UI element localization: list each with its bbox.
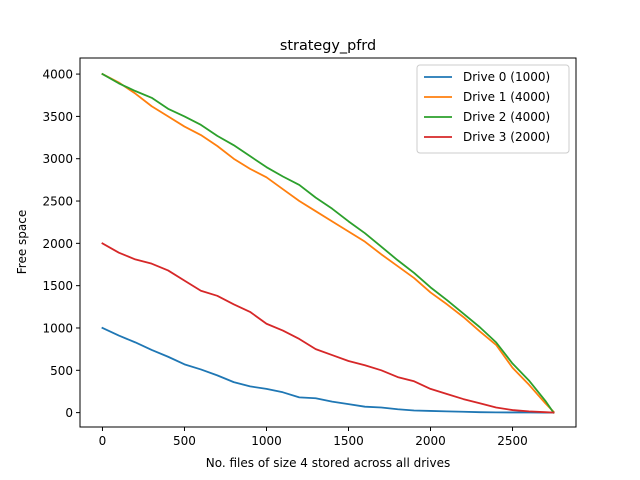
x-tick-label: 1000 <box>251 434 282 448</box>
x-axis-label: No. files of size 4 stored across all dr… <box>206 456 451 470</box>
y-axis: 0 500 1000 1500 2000 2500 3000 3500 4000 <box>42 68 80 420</box>
legend: Drive 0 (1000) Drive 1 (4000) Drive 2 (400… <box>416 64 570 154</box>
y-tick-label: 4000 <box>42 68 73 82</box>
y-axis-label: Free space <box>15 210 29 274</box>
plot-lines <box>101 72 555 414</box>
legend-label-drive-1: Drive 1 (4000) <box>463 90 550 104</box>
y-tick-label: 2000 <box>42 237 73 251</box>
legend-label-drive-3: Drive 3 (2000) <box>463 130 550 144</box>
x-tick-label: 0 <box>99 434 107 448</box>
series-line-drive-0 <box>101 326 555 414</box>
x-tick-label: 2000 <box>415 434 446 448</box>
x-tick-label: 2500 <box>497 434 528 448</box>
y-tick-label: 3000 <box>42 152 73 166</box>
x-tick-label: 1500 <box>333 434 364 448</box>
series-line-drive-1 <box>101 72 555 414</box>
x-tick-label: 500 <box>173 434 196 448</box>
y-tick-label: 2500 <box>42 195 73 209</box>
chart-title: strategy_pfrd <box>280 38 376 54</box>
legend-label-drive-2: Drive 2 (4000) <box>463 110 550 124</box>
legend-label-drive-0: Drive 0 (1000) <box>463 70 550 84</box>
y-tick-label: 500 <box>50 364 73 378</box>
series-line-drive-3 <box>101 242 555 414</box>
x-axis: 0 500 1000 1500 2000 2500 <box>99 427 528 448</box>
y-tick-label: 0 <box>65 406 73 420</box>
y-tick-label: 1500 <box>42 279 73 293</box>
y-tick-label: 3500 <box>42 110 73 124</box>
plot-frame <box>79 57 577 428</box>
y-tick-label: 1000 <box>42 321 73 335</box>
legend-box <box>416 64 570 154</box>
series-line-drive-2 <box>101 72 555 414</box>
